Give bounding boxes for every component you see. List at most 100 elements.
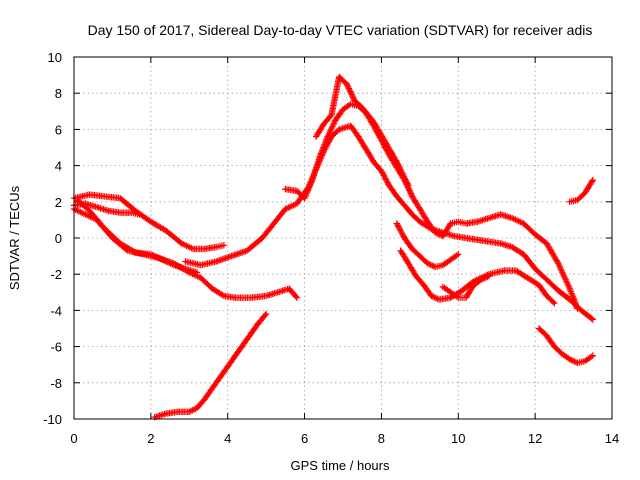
data-point [196, 271, 198, 274]
x-tick-label: 6 [301, 431, 308, 446]
data-point [511, 217, 513, 219]
data-point [199, 276, 202, 279]
data-point [295, 296, 298, 299]
data-point [415, 275, 417, 277]
data-point [403, 237, 406, 239]
data-point [188, 410, 191, 413]
data-point [311, 179, 314, 181]
data-point [103, 228, 106, 230]
y-tick-label: -2 [50, 267, 62, 282]
data-point [284, 208, 287, 210]
data-point [353, 99, 356, 102]
data-point [345, 83, 348, 86]
data-point [326, 135, 329, 138]
tick-labels: 0 2 4 6 8 10 12 14 -10 -8 -6 -4 -2 0 2 4 6 8 10 [43, 50, 619, 446]
data-point [488, 217, 490, 219]
data-point [180, 242, 183, 245]
data-point [211, 287, 214, 290]
data-point [234, 296, 237, 299]
data-points [70, 73, 596, 421]
data-point [184, 260, 187, 263]
data-point [315, 135, 317, 138]
data-point [580, 309, 583, 312]
data-point [361, 106, 364, 109]
data-point [418, 208, 421, 210]
data-point [388, 184, 391, 187]
data-point [399, 249, 402, 252]
data-point [442, 285, 444, 288]
data-point [449, 291, 452, 294]
data-point [591, 354, 594, 357]
data-point [591, 318, 594, 321]
y-tick-label: 4 [55, 159, 62, 174]
data-point [553, 345, 556, 348]
data-point [476, 220, 479, 223]
data-point [430, 295, 433, 297]
series-track-6 [282, 100, 581, 312]
data-point [165, 412, 168, 415]
data-point [138, 213, 141, 216]
data-point [584, 191, 586, 194]
x-tick-label: 0 [70, 431, 77, 446]
data-point [295, 190, 298, 192]
data-point [380, 170, 383, 172]
series-track-13 [151, 310, 270, 421]
data-point [295, 202, 298, 205]
data-point [153, 416, 156, 419]
data-point [222, 371, 225, 373]
data-point [457, 220, 460, 223]
data-point [134, 251, 137, 254]
data-point [538, 327, 540, 330]
data-point [192, 247, 195, 250]
data-point [88, 193, 91, 196]
data-point [488, 240, 490, 243]
data-point [272, 222, 275, 225]
data-point [196, 407, 198, 410]
data-point [284, 188, 287, 191]
data-point [557, 289, 560, 292]
data-point [149, 220, 152, 223]
data-point [434, 266, 437, 268]
data-point [488, 275, 490, 277]
data-point [372, 161, 375, 163]
data-point [465, 296, 467, 299]
data-point [199, 264, 202, 267]
data-point [173, 264, 175, 267]
data-point [561, 352, 563, 355]
data-point [249, 296, 252, 299]
data-point [215, 246, 218, 248]
data-point [411, 247, 414, 250]
data-point [165, 229, 168, 232]
data-point [407, 262, 410, 265]
series-track-12 [566, 176, 596, 205]
data-point [103, 195, 106, 198]
y-tick-label: 2 [55, 195, 62, 210]
data-point [584, 360, 586, 362]
data-point [503, 269, 506, 272]
data-point [438, 298, 440, 301]
data-point [246, 249, 248, 252]
data-point [161, 258, 164, 261]
x-tick-label: 12 [528, 431, 542, 446]
y-axis-label: SDTVAR / TECUs [7, 185, 22, 290]
data-point [322, 123, 325, 125]
data-point [480, 278, 483, 281]
data-point [465, 237, 467, 239]
series-track-8 [393, 220, 462, 271]
data-point [457, 253, 460, 256]
data-point [576, 199, 579, 201]
y-tick-label: 6 [55, 122, 62, 137]
data-point [515, 269, 517, 272]
series-track-10 [439, 272, 493, 301]
data-point [257, 322, 260, 324]
data-point [453, 235, 456, 238]
data-point [119, 197, 122, 200]
data-point [576, 361, 579, 364]
data-point [342, 108, 344, 111]
data-point [211, 387, 214, 390]
data-point [96, 206, 98, 209]
data-point [303, 197, 306, 200]
data-point [288, 287, 291, 290]
data-point [88, 209, 91, 212]
data-point [526, 276, 529, 279]
